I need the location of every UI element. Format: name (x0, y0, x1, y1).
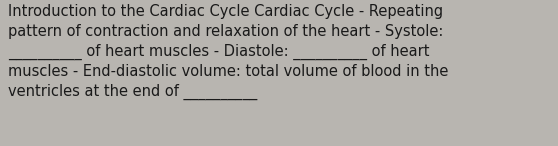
Text: Introduction to the Cardiac Cycle Cardiac Cycle - Repeating
pattern of contracti: Introduction to the Cardiac Cycle Cardia… (8, 4, 449, 100)
